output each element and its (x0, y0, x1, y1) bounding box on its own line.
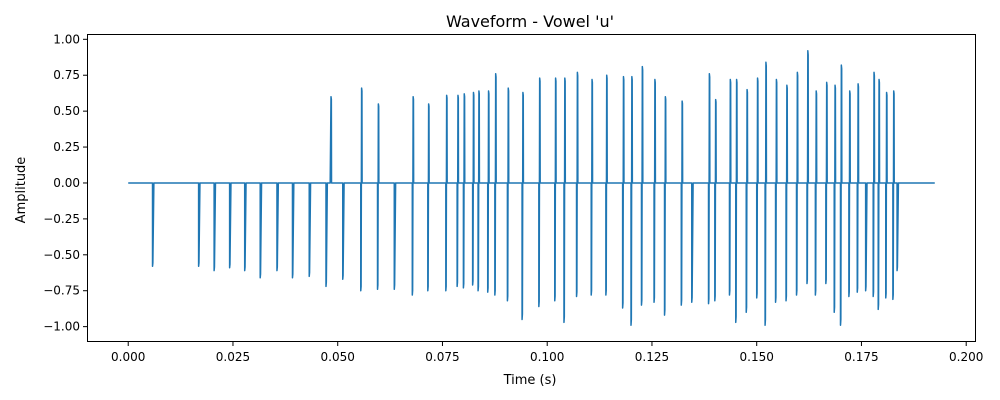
y-tick-label: −0.75 (43, 284, 80, 298)
x-tick-label: 0.175 (844, 350, 878, 364)
x-tick-label: 0.075 (425, 350, 459, 364)
x-tick-label: 0.100 (530, 350, 564, 364)
y-tick-label: 0.00 (53, 176, 80, 190)
x-axis-label: Time (s) (503, 373, 557, 388)
x-axis-ticks: 0.000 0.025 0.050 0.075 0.100 0.125 0.150 0.175… (111, 341, 983, 364)
y-tick-label: 0.25 (53, 140, 80, 154)
waveform-series-line (128, 50, 935, 326)
y-tick-label: −0.25 (43, 212, 80, 226)
x-tick-label: 0.200 (949, 350, 983, 364)
x-tick-label: 0.025 (216, 350, 250, 364)
y-tick-label: 0.75 (53, 68, 80, 82)
chart-title: Waveform - Vowel 'u' (446, 12, 614, 31)
y-axis-ticks: −1.00 −0.75 −0.50 −0.25 0.00 0.25 0.50 0.75 1.00 (43, 32, 88, 334)
y-tick-label: 1.00 (53, 32, 80, 46)
x-tick-label: 0.125 (635, 350, 669, 364)
y-axis-label: Amplitude (14, 157, 29, 224)
y-tick-label: −1.00 (43, 320, 80, 334)
x-tick-label: 0.050 (321, 350, 355, 364)
y-tick-label: −0.50 (43, 248, 80, 262)
x-tick-label: 0.000 (111, 350, 145, 364)
x-tick-label: 0.150 (740, 350, 774, 364)
plot-area-frame (87, 34, 976, 342)
y-tick-label: 0.50 (53, 104, 80, 118)
